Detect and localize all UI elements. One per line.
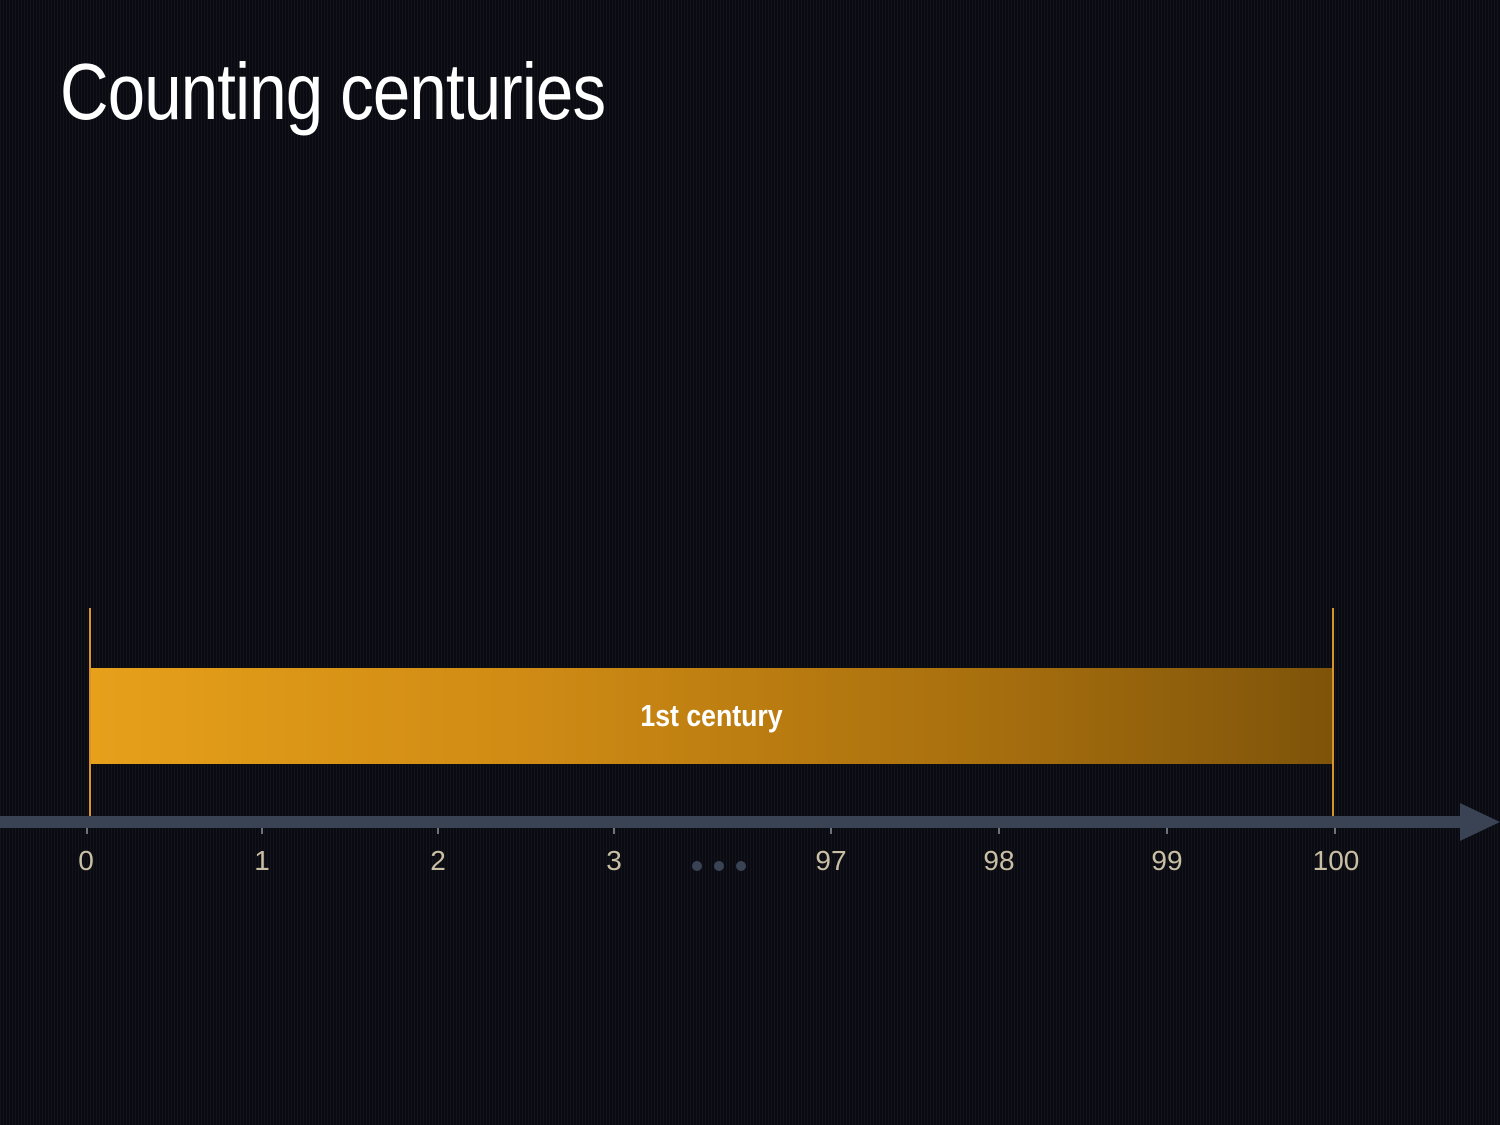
ellipsis-dot [714, 861, 724, 871]
axis-tick [1166, 828, 1168, 834]
ellipsis-dot [692, 861, 702, 871]
axis-tick [86, 828, 88, 834]
tick-label-99: 99 [1151, 845, 1183, 876]
axis-tick [1334, 828, 1336, 834]
tick-label-1: 1 [254, 845, 270, 876]
span-end-boundary [1332, 608, 1334, 823]
tick-label-97: 97 [815, 845, 847, 876]
timeline-axis [0, 816, 1464, 828]
axis-tick [998, 828, 1000, 834]
tick-label-100: 100 [1312, 845, 1360, 876]
tick-label-2: 2 [430, 845, 446, 876]
century-span-label: 1st century [640, 698, 783, 733]
tick-label-0: 0 [78, 845, 94, 876]
tick-label-98: 98 [983, 845, 1015, 876]
tick-label-3: 3 [606, 845, 622, 876]
axis-tick [613, 828, 615, 834]
axis-tick [261, 828, 263, 834]
slide-title: Counting centuries [60, 47, 606, 136]
axis-tick [437, 828, 439, 834]
span-start-boundary [89, 608, 91, 823]
axis-tick [830, 828, 832, 834]
ellipsis-icon [692, 861, 746, 873]
ellipsis-dot [736, 861, 746, 871]
axis-arrow-icon [1460, 803, 1500, 841]
century-span-bar: 1st century [90, 668, 1333, 764]
